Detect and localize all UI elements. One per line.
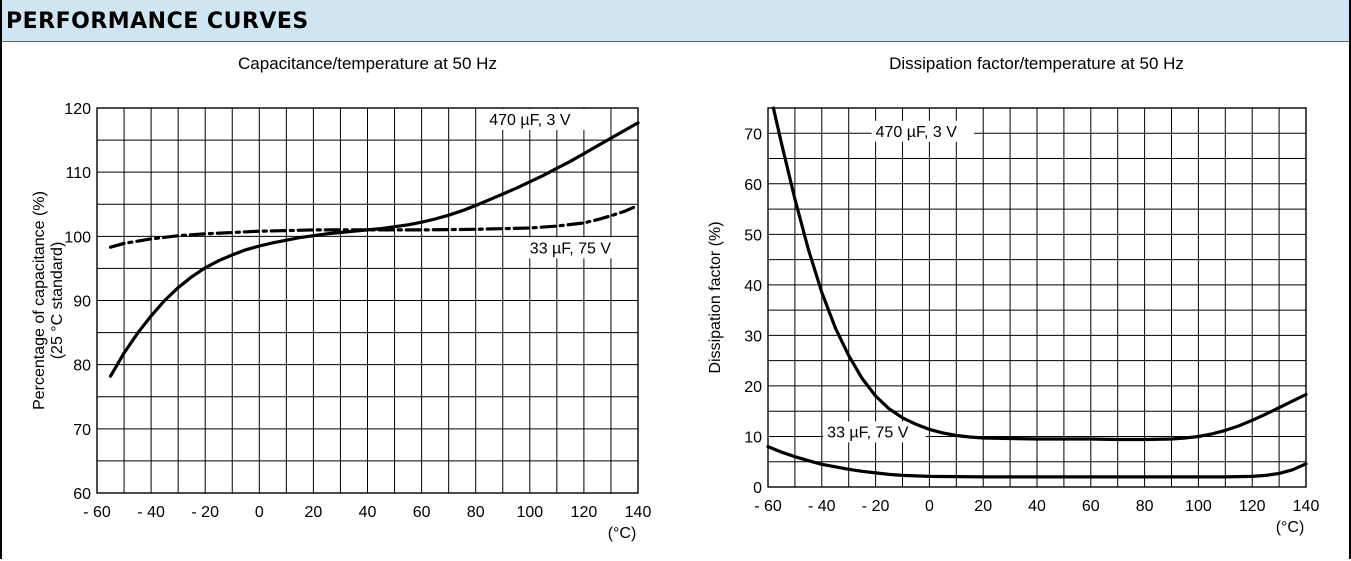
x-tick-label: - 20 <box>862 498 890 515</box>
x-tick-label: 140 <box>1293 498 1320 515</box>
section-header: PERFORMANCE CURVES <box>0 0 1351 42</box>
x-tick-label: 60 <box>1082 498 1100 515</box>
series-annotation: 470 µF, 3 V <box>489 112 571 129</box>
y-tick-label: 0 <box>753 480 762 497</box>
x-tick-label: 60 <box>413 504 431 521</box>
y-tick-label: 60 <box>744 177 762 194</box>
series-line-1 <box>771 106 1308 442</box>
plot-area-border <box>96 107 639 494</box>
x-tick-label: - 40 <box>137 504 165 521</box>
y-tick-label: 50 <box>744 227 762 244</box>
series-annotation: 33 µF, 75 V <box>530 240 612 257</box>
y-tick-label: 10 <box>744 429 762 446</box>
series-annotation: 33 µF, 75 V <box>827 424 909 441</box>
y-tick-label: 90 <box>73 294 91 311</box>
chart-2-title: Dissipation factor/temperature at 50 Hz <box>889 54 1184 73</box>
x-tick-label: - 40 <box>808 498 836 515</box>
x-tick-label: 80 <box>1136 498 1154 515</box>
annotation-background <box>485 109 588 131</box>
y-tick-label: 70 <box>744 126 762 143</box>
x-axis-label: (°C) <box>608 525 637 542</box>
x-tick-label: 120 <box>571 504 598 521</box>
y-tick-label: 20 <box>744 379 762 396</box>
x-tick-label: 40 <box>359 504 377 521</box>
x-tick-label: - 60 <box>754 498 782 515</box>
series-line-2 <box>108 203 640 249</box>
x-tick-label: - 60 <box>83 504 111 521</box>
annotation-background <box>871 120 975 142</box>
y-axis-label: Dissipation factor (%) <box>707 221 724 373</box>
y-tick-label: 110 <box>65 165 91 182</box>
plot-area-border <box>767 107 1307 488</box>
y-tick-label: 120 <box>64 101 91 118</box>
x-axis-label: (°C) <box>1276 519 1305 536</box>
y-tick-label: 80 <box>73 358 91 375</box>
chart-1-title: Capacitance/temperature at 50 Hz <box>238 54 497 73</box>
x-tick-label: 100 <box>1185 498 1212 515</box>
x-tick-label: 0 <box>255 504 264 521</box>
x-tick-label: 0 <box>925 498 934 515</box>
x-tick-label: 20 <box>974 498 992 515</box>
x-tick-label: 20 <box>305 504 323 521</box>
series-line-2 <box>766 445 1308 479</box>
x-tick-label: - 20 <box>191 504 219 521</box>
x-tick-label: 140 <box>625 504 652 521</box>
series-annotation: 470 µF, 3 V <box>876 124 958 141</box>
annotation-background <box>525 237 629 259</box>
x-tick-label: 80 <box>467 504 485 521</box>
x-tick-label: 120 <box>1239 498 1266 515</box>
x-tick-label: 100 <box>516 504 543 521</box>
section-title: PERFORMANCE CURVES <box>6 9 309 34</box>
y-tick-label: 30 <box>744 328 762 345</box>
y-tick-label: 40 <box>744 278 762 295</box>
x-tick-label: 40 <box>1028 498 1046 515</box>
y-tick-label: 60 <box>73 486 91 503</box>
y-tick-label: 100 <box>64 229 91 246</box>
y-axis-label-secondary: (25 °C standard) <box>49 242 66 360</box>
y-axis-label: Percentage of capacitance (%) <box>31 191 48 410</box>
y-tick-label: 70 <box>73 422 91 439</box>
annotation-background <box>823 421 926 443</box>
